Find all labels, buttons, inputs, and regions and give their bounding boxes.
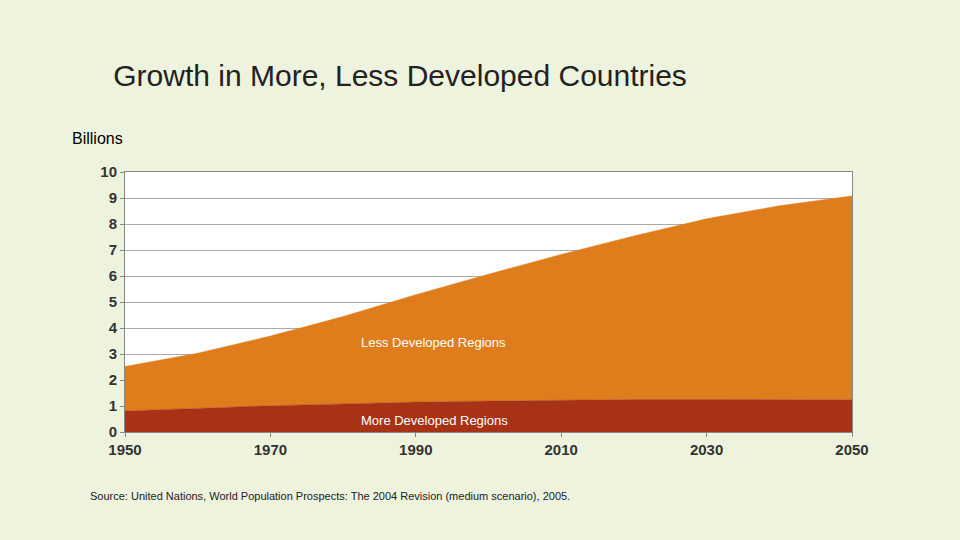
svg-text:6: 6 xyxy=(109,267,117,284)
svg-text:1950: 1950 xyxy=(108,441,141,458)
svg-text:Billions: Billions xyxy=(72,130,123,147)
svg-text:1990: 1990 xyxy=(399,441,432,458)
svg-text:Source: United Nations, World: Source: United Nations, World Population… xyxy=(90,490,570,502)
svg-text:8: 8 xyxy=(109,215,117,232)
svg-text:2: 2 xyxy=(109,371,117,388)
svg-text:7: 7 xyxy=(109,241,117,258)
svg-text:1970: 1970 xyxy=(254,441,287,458)
svg-text:9: 9 xyxy=(109,189,117,206)
svg-text:3: 3 xyxy=(109,345,117,362)
svg-text:0: 0 xyxy=(109,423,117,440)
svg-text:1: 1 xyxy=(109,397,117,414)
svg-text:2030: 2030 xyxy=(690,441,723,458)
svg-text:4: 4 xyxy=(109,319,118,336)
svg-text:10: 10 xyxy=(100,163,117,180)
svg-text:2050: 2050 xyxy=(835,441,868,458)
svg-text:2010: 2010 xyxy=(545,441,578,458)
svg-text:Growth in More, Less Developed: Growth in More, Less Developed Countries xyxy=(113,59,687,92)
svg-text:More Developed Regions: More Developed Regions xyxy=(361,413,508,428)
svg-text:5: 5 xyxy=(109,293,117,310)
svg-text:Less Developed Regions: Less Developed Regions xyxy=(361,335,506,350)
